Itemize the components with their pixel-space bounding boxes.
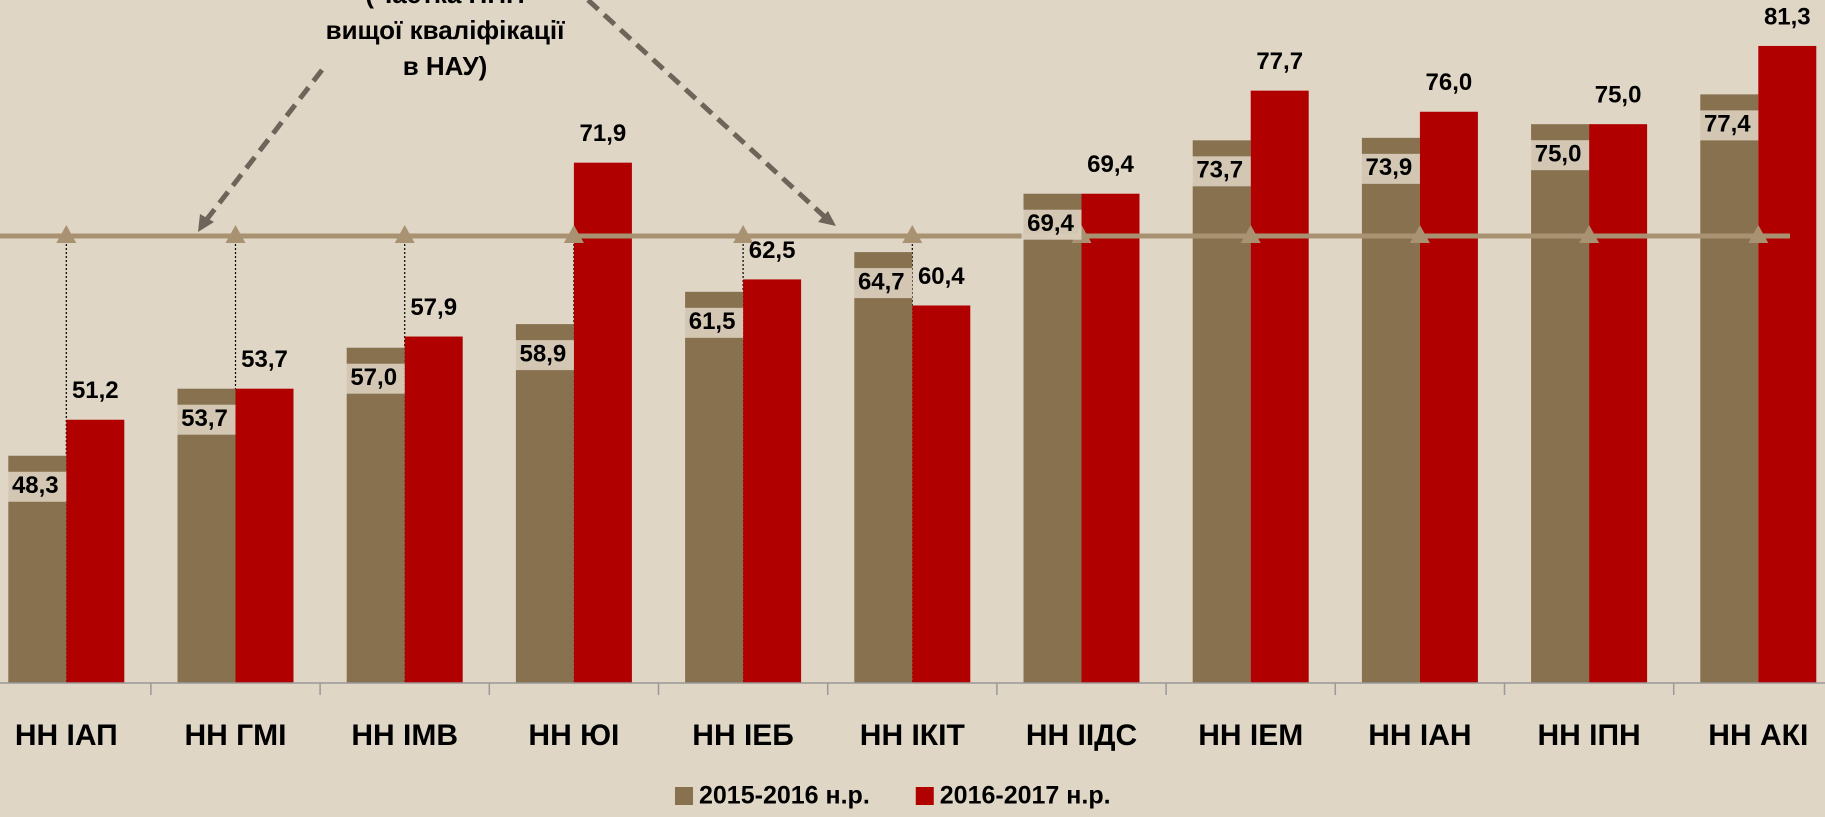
bar: [235, 388, 294, 683]
data-label: 62,5: [749, 237, 796, 264]
bar: [1250, 90, 1309, 684]
data-label: 48,3: [12, 472, 59, 499]
bar: [1023, 193, 1082, 683]
label-bg: [1190, 156, 1251, 187]
x-tick-label: НН ІЕМ: [1198, 719, 1303, 752]
reference-marker: [1579, 224, 1600, 243]
bar: [854, 252, 913, 683]
data-label: 53,7: [181, 405, 228, 432]
data-label: 77,7: [1256, 48, 1303, 75]
reference-marker: [1409, 224, 1430, 243]
bar: [1419, 111, 1478, 684]
data-label: 77,4: [1704, 111, 1751, 138]
bar: [66, 419, 125, 683]
data-label: 76,0: [1426, 69, 1473, 96]
x-tick-label: НН ЮІ: [528, 719, 619, 752]
annotation: вищої кваліфікації: [326, 15, 565, 45]
annotation: в НАУ): [403, 51, 488, 81]
data-label: 69,4: [1027, 210, 1074, 237]
legend-swatch: [675, 787, 693, 805]
data-label: 60,4: [918, 263, 965, 290]
bar: [1361, 137, 1420, 684]
data-label: 51,2: [72, 377, 119, 404]
label-bg: [852, 268, 913, 299]
bar: [404, 336, 463, 683]
data-label: 71,9: [580, 120, 627, 147]
label-bg: [175, 404, 236, 435]
legend-label: 2015-2016 н.р.: [699, 782, 870, 810]
label-bg: [1359, 153, 1420, 184]
data-label: 53,7: [241, 346, 288, 373]
data-label: 64,7: [858, 268, 905, 295]
x-tick-label: НН АКІ: [1708, 719, 1808, 752]
label-bg: [1529, 140, 1590, 171]
reference-marker: [225, 224, 246, 243]
reference-marker: [1748, 224, 1769, 243]
data-label: 58,9: [520, 340, 567, 367]
annotation: (Частка НПП: [365, 0, 524, 9]
x-tick-label: НН ІІДС: [1026, 719, 1137, 752]
legend-label: 2016-2017 н.р.: [940, 782, 1111, 810]
bar: [177, 388, 236, 683]
reference-marker: [902, 224, 923, 243]
bar: [685, 291, 744, 683]
bar: [743, 279, 802, 683]
reference-marker: [1240, 224, 1261, 243]
data-label: 75,0: [1535, 141, 1582, 168]
data-label: 57,0: [350, 364, 397, 391]
arrow-head: [818, 211, 836, 226]
bar: [515, 324, 574, 683]
bar: [1081, 193, 1140, 683]
data-label: 61,5: [689, 308, 736, 335]
data-label: 73,7: [1196, 157, 1243, 184]
legend-swatch: [915, 787, 934, 805]
x-tick-label: НН ІКІТ: [860, 719, 965, 752]
data-label: 75,0: [1595, 82, 1642, 109]
bar: [1589, 124, 1648, 683]
reference-marker: [394, 224, 415, 243]
reference-marker: [733, 224, 754, 243]
bar: [1531, 124, 1590, 683]
bar: [346, 347, 405, 683]
data-label: 73,9: [1366, 154, 1413, 181]
data-label: 69,4: [1087, 151, 1134, 178]
data-label: 57,9: [410, 294, 457, 321]
arrow-head: [198, 214, 214, 232]
bar: [1192, 140, 1251, 684]
label-bg: [1021, 209, 1082, 240]
reference-marker: [563, 224, 584, 243]
arrow: [202, 68, 324, 225]
arrow: [586, 0, 828, 220]
data-label: 81,3: [1764, 3, 1811, 30]
reference-marker: [56, 224, 77, 243]
x-tick-label: НН ІАП: [15, 719, 118, 752]
bar: [912, 305, 971, 683]
bar: [573, 162, 632, 684]
x-tick-label: НН ІПН: [1537, 719, 1640, 752]
x-tick-label: НН ІЕБ: [692, 719, 794, 752]
x-tick-label: НН ГМІ: [185, 719, 287, 752]
x-tick-label: НН ІМВ: [351, 719, 458, 752]
x-tick-label: НН ІАН: [1368, 719, 1471, 752]
label-bg: [513, 340, 574, 371]
bar: [1758, 45, 1817, 684]
label-bg: [1698, 110, 1759, 141]
bar: [1700, 94, 1759, 684]
label-bg: [683, 307, 744, 338]
label-bg: [6, 471, 67, 502]
label-bg: [344, 363, 405, 394]
